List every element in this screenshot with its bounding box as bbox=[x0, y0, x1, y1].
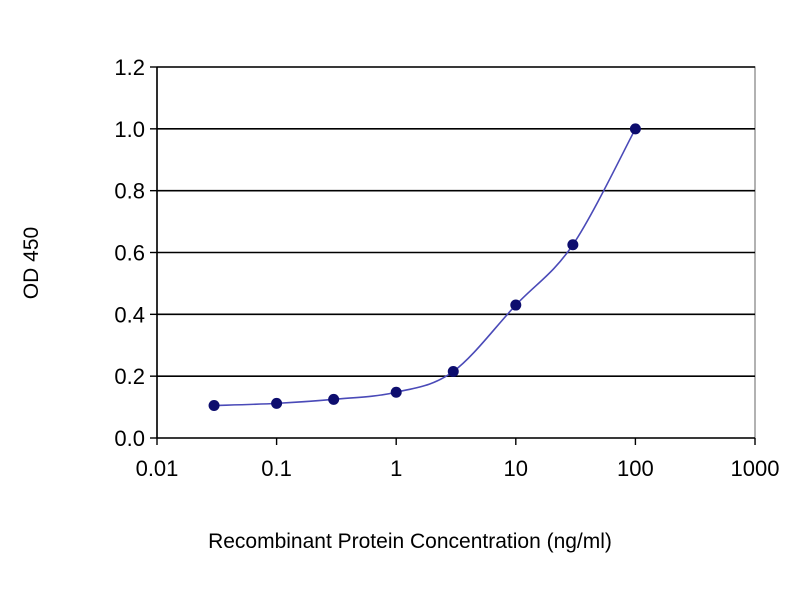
y-axis-title: OD 450 bbox=[20, 227, 43, 299]
x-tick-label: 1 bbox=[390, 456, 402, 481]
x-tick-label: 100 bbox=[617, 456, 654, 481]
y-tick-label: 0.0 bbox=[114, 426, 145, 451]
series-layer bbox=[208, 123, 641, 412]
data-point bbox=[447, 366, 459, 378]
y-tick-label: 0.4 bbox=[114, 302, 145, 327]
x-axis-title: Recombinant Protein Concentration (ng/ml… bbox=[208, 530, 612, 553]
y-tick-label: 0.6 bbox=[114, 241, 145, 266]
data-point bbox=[390, 386, 402, 398]
x-tick-label: 1000 bbox=[731, 456, 780, 481]
data-point bbox=[510, 299, 522, 311]
y-tick-label: 0.2 bbox=[114, 364, 145, 389]
y-tick-label: 1.2 bbox=[114, 55, 145, 80]
x-tick-label: 0.01 bbox=[136, 456, 179, 481]
data-point bbox=[328, 393, 340, 405]
data-point bbox=[567, 239, 579, 251]
y-tick-label: 0.8 bbox=[114, 179, 145, 204]
y-tick-label: 1.0 bbox=[114, 117, 145, 142]
data-point bbox=[629, 123, 641, 135]
x-tick-label: 10 bbox=[504, 456, 528, 481]
data-point bbox=[208, 400, 220, 412]
plot-area bbox=[156, 66, 756, 439]
y-axis-ticks: 0.0 0.2 0.4 0.6 0.8 1.0 1.2 bbox=[114, 55, 157, 451]
data-point bbox=[271, 397, 283, 409]
x-tick-label: 0.1 bbox=[261, 456, 292, 481]
x-axis-ticks: 0.01 0.1 1 10 100 1000 bbox=[136, 438, 780, 481]
